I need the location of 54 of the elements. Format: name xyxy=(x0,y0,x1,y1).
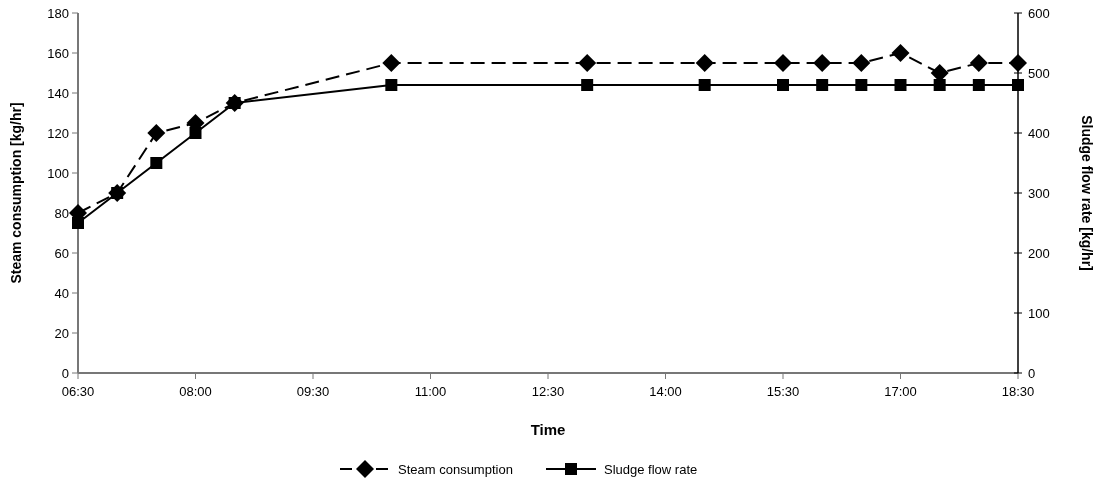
x-axis-title: Time xyxy=(530,421,566,438)
y2-tick-label: 0 xyxy=(1028,366,1036,381)
x-tick-label: 15:30 xyxy=(766,384,800,399)
point xyxy=(695,54,714,72)
y-tick-label: 180 xyxy=(47,6,69,21)
y-tick-label: 20 xyxy=(54,326,69,341)
y-tick-label: 40 xyxy=(54,286,69,301)
point xyxy=(382,54,401,72)
point xyxy=(852,54,871,72)
y2-axis-title: Sludge flow rate [kg/hr] xyxy=(1079,115,1094,271)
point xyxy=(774,54,792,72)
x-tick-label: 18:30 xyxy=(1001,384,1035,399)
point xyxy=(72,217,84,229)
point xyxy=(1009,54,1027,72)
x-tick-label: 17:00 xyxy=(884,384,917,399)
point xyxy=(813,54,832,72)
point xyxy=(894,79,907,91)
point xyxy=(581,79,594,91)
x-tick-label: 08:00 xyxy=(179,384,212,399)
point xyxy=(578,54,597,72)
point xyxy=(972,79,985,91)
x-tick-label: 12:30 xyxy=(531,384,565,399)
point xyxy=(698,79,711,91)
point xyxy=(189,127,202,139)
y2-tick-label: 500 xyxy=(1028,66,1050,81)
point xyxy=(891,44,910,62)
x-tick-label: 06:30 xyxy=(61,384,95,399)
point xyxy=(150,157,163,169)
y-tick-label: 60 xyxy=(54,246,69,261)
y2-tick-label: 400 xyxy=(1028,126,1050,141)
y-tick-label: 160 xyxy=(47,46,69,61)
y-tick-label: 80 xyxy=(54,206,69,221)
y2-tick-label: 200 xyxy=(1028,246,1050,261)
x-tick-label: 09:30 xyxy=(296,384,330,399)
point xyxy=(777,79,789,91)
point xyxy=(816,79,829,91)
y2-tick-label: 100 xyxy=(1028,306,1050,321)
y2-tick-label: 600 xyxy=(1028,6,1050,21)
point xyxy=(1012,79,1024,91)
legend-label: Steam consumption xyxy=(398,462,513,477)
legend-label: Sludge flow rate xyxy=(604,462,698,477)
x-tick-label: 14:00 xyxy=(649,384,682,399)
point xyxy=(385,79,398,91)
y2-tick-label: 300 xyxy=(1028,186,1050,201)
point xyxy=(855,79,868,91)
point xyxy=(147,124,166,142)
x-tick-label: 11:00 xyxy=(414,384,447,399)
y-tick-label: 100 xyxy=(47,166,69,181)
point xyxy=(933,79,946,91)
y-tick-label: 0 xyxy=(61,366,69,381)
y-tick-label: 140 xyxy=(47,86,69,101)
point xyxy=(969,54,988,72)
y-tick-label: 120 xyxy=(47,126,69,141)
y-axis-title: Steam consumption [kg/hr] xyxy=(8,102,24,284)
